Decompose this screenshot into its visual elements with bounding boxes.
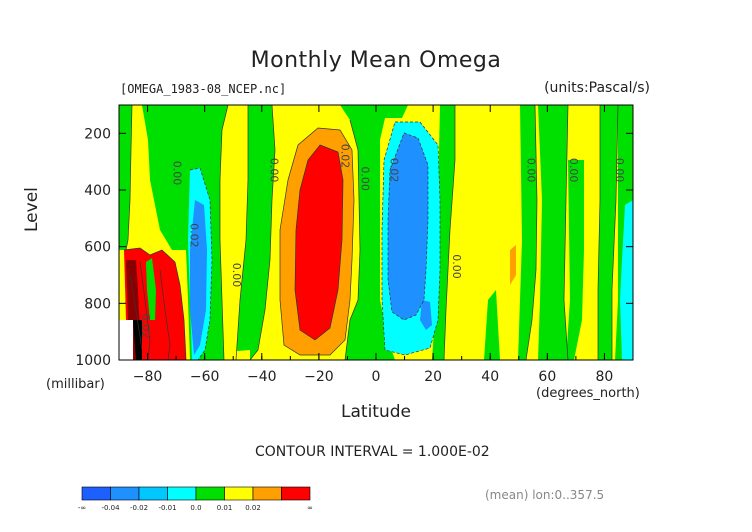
contour-line	[235, 105, 249, 360]
file-label: [OMEGA_1983-08_NCEP.nc]	[120, 82, 287, 96]
contour-line	[123, 247, 187, 360]
colorbar-segment	[281, 486, 311, 501]
y-axis-units: (millibar)	[46, 377, 105, 392]
colorbar-segment	[110, 486, 140, 501]
x-tick-label: −40	[247, 369, 277, 385]
contour-line	[381, 121, 441, 356]
contour-value-label: 0.02	[187, 223, 200, 248]
contour-value-label: 0.00	[567, 158, 580, 183]
fill-blue-sh	[190, 200, 207, 355]
colorbar-label: 0.02	[245, 504, 261, 512]
contour-labels: 0.00 0.02 0.00 0.00 0.02 0.00 0.02 0.00 0.00 0.00…	[139, 144, 626, 339]
contour-line	[159, 269, 171, 360]
contour-value-label: 0.00	[230, 263, 243, 288]
fill-green-band-10	[598, 105, 618, 360]
x-axis-units: (degrees_north)	[536, 386, 640, 401]
colorbar-label: 0.0	[190, 504, 201, 512]
contour-value-label: 0.00	[524, 158, 537, 183]
y-tick-label: 800	[84, 296, 111, 312]
contour-value-label: 0.00	[267, 158, 280, 183]
colorbar-label: 0.01	[217, 504, 233, 512]
fill-green-band-7	[518, 105, 537, 360]
colorbar: -∞ -0.04 -0.02 -0.01 0.0 0.01 0.02 ∞	[78, 486, 313, 512]
contour-line	[387, 132, 429, 321]
x-tick-label: 0	[372, 369, 381, 385]
contour-line	[129, 274, 143, 351]
fill-orange-nh	[510, 245, 516, 285]
fill-white-terrain	[119, 320, 133, 360]
x-tick-label: 40	[481, 369, 499, 385]
colorbar-label: -0.01	[158, 504, 176, 512]
colorbar-label: -0.02	[130, 504, 148, 512]
x-tick-label: 60	[538, 369, 556, 385]
fill-blue-nh-lower	[420, 300, 432, 330]
contour-value-label: 0.02	[139, 314, 152, 339]
contour-lines	[123, 105, 619, 360]
colorbar-label: ∞	[307, 504, 313, 512]
colorbar-segment	[167, 486, 197, 501]
y-tick-label: 600	[84, 240, 111, 256]
units-label: (units:Pascal/s)	[544, 80, 650, 96]
contour-value-label: 0.00	[170, 161, 183, 186]
fill-red-sh	[295, 145, 343, 340]
y-tick-label: 1000	[75, 353, 111, 369]
contour-line	[525, 105, 538, 360]
contour-interval: CONTOUR INTERVAL = 1.000E-02	[255, 444, 490, 460]
fill-yellow-bottom-edge	[225, 350, 250, 360]
y-axis-ticks: 200 400 600 800 1000	[75, 126, 633, 369]
fill-blue-nh	[388, 133, 428, 320]
contour-line	[563, 105, 569, 360]
x-axis-label: Latitude	[341, 402, 411, 422]
contour-value-label: 0.00	[613, 158, 626, 183]
averaging-note: (mean) lon:0..357.5	[485, 488, 605, 502]
x-axis-ticks: −80 −60 −40 −20 0 20 40 60 80	[118, 105, 634, 385]
fill-green-band-9	[566, 160, 584, 360]
fill-green-antarctic-gap	[146, 258, 156, 320]
contour-value-label: 0.02	[387, 158, 400, 183]
colorbar-label: -0.04	[101, 504, 120, 512]
x-tick-label: −80	[133, 369, 163, 385]
colorbar-segment	[224, 486, 254, 501]
contour-line	[125, 105, 133, 251]
fill-black-terrain	[133, 320, 142, 360]
contour-line	[294, 144, 344, 341]
x-tick-label: 80	[596, 369, 614, 385]
contour-line	[249, 105, 276, 360]
x-tick-label: −60	[190, 369, 220, 385]
colorbar-segment	[81, 486, 111, 501]
contour-line	[279, 127, 355, 356]
contour-line	[219, 105, 229, 360]
contour-value-label: 0.00	[450, 254, 463, 279]
fill-green-band-4	[340, 105, 408, 360]
contour-line	[597, 105, 601, 360]
contour-fills	[119, 105, 633, 360]
x-tick-label: −20	[304, 369, 334, 385]
fill-green-band-3	[236, 105, 275, 360]
colorbar-label: -∞	[78, 504, 86, 512]
fill-green-band-6	[484, 290, 500, 360]
x-tick-label: 20	[424, 369, 442, 385]
fill-cyan-right-edge	[620, 200, 633, 360]
y-tick-label: 200	[84, 126, 111, 142]
contour-line	[344, 119, 361, 360]
chart-title: Monthly Mean Omega	[250, 48, 502, 73]
contour-line	[611, 105, 619, 360]
fill-green-band-8	[538, 105, 568, 360]
colorbar-segment	[138, 486, 168, 501]
colorbar-segment	[252, 486, 282, 501]
contour-value-label: 0.00	[359, 166, 372, 191]
colorbar-segment	[195, 486, 225, 501]
contour-line	[189, 167, 213, 360]
y-tick-label: 400	[84, 183, 111, 199]
contour-line	[443, 105, 456, 360]
contour-line	[139, 261, 151, 360]
fill-green-band-1	[119, 105, 132, 250]
contour-value-label: 0.02	[339, 144, 352, 169]
